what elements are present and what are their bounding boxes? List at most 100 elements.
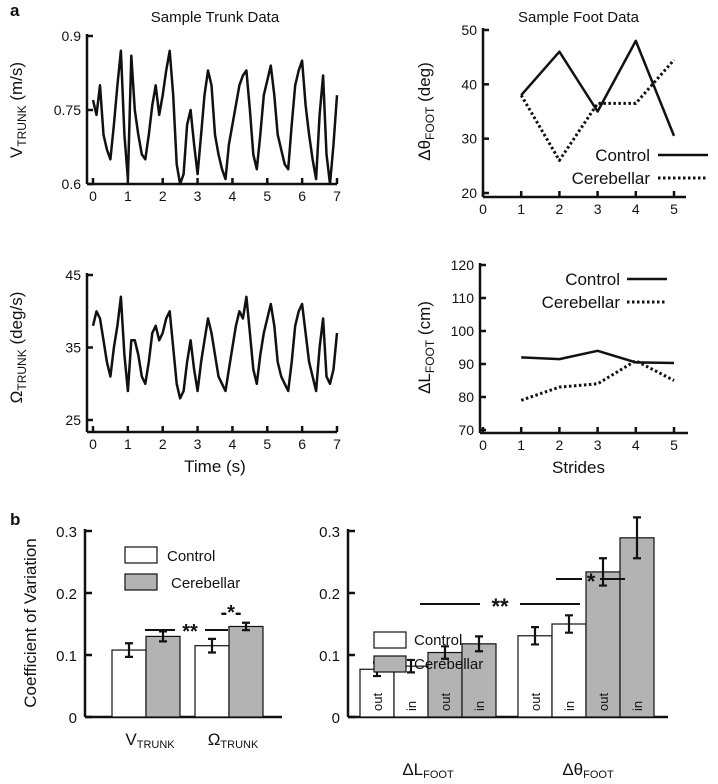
bar-label-out: out [370, 693, 385, 711]
legend-label-control: Control [595, 146, 650, 165]
y-tick-label: 0.6 [62, 176, 82, 192]
x-tick-label: 1 [124, 188, 132, 204]
y-label-sub: FOOT [423, 339, 437, 373]
y-axis-label: ΩTRUNK (deg/s) [7, 292, 29, 404]
bar-label-in: in [404, 701, 419, 711]
bar-label-out: out [438, 693, 453, 711]
error-bar [159, 630, 167, 643]
control-bar [359, 668, 395, 718]
x-tick-label: 2 [159, 436, 167, 452]
legend-swatch-cerebellar [373, 655, 407, 673]
error-bar [407, 658, 415, 674]
trunk-signal-line [91, 49, 339, 186]
y-label-unit: (m/s) [7, 62, 26, 105]
group-label-main: Δθ [562, 760, 583, 779]
x-axis-label: Strides [552, 458, 605, 477]
x-tick-label: 6 [298, 436, 306, 452]
panel-label-a: a [10, 1, 20, 20]
legend-label-control: Control [414, 632, 462, 649]
y-label-main: V [7, 146, 26, 158]
x-tick-label: 1 [517, 437, 525, 453]
group-label-sub: TRUNK [220, 739, 259, 751]
cerebellar-line [520, 359, 675, 402]
y-label-main: ΔL [415, 373, 434, 394]
x-tick-label: 6 [298, 188, 306, 204]
y-tick-label: 20 [461, 185, 477, 201]
cerebellar-bar [145, 635, 181, 718]
significance-marker: -*- [220, 602, 241, 624]
legend-swatch-control [124, 546, 158, 564]
error-bar [565, 614, 573, 634]
y-tick-label: 30 [461, 131, 477, 147]
y-label-unit: (deg/s) [7, 292, 26, 350]
x-tick-label: 3 [194, 188, 202, 204]
y-label-unit: (deg) [415, 62, 434, 106]
y-tick-label: 40 [461, 76, 477, 92]
x-tick-label: 3 [194, 436, 202, 452]
cerebellar-bar [585, 571, 621, 718]
control-bar [111, 649, 147, 718]
cerebellar-bar [461, 643, 497, 718]
significance-marker: ** [491, 594, 509, 619]
error-bar [242, 621, 250, 632]
x-tick-label: 5 [670, 201, 678, 217]
y-tick-label: 35 [65, 340, 81, 356]
y-tick-label: 25 [65, 412, 81, 428]
x-tick-label: 4 [229, 436, 237, 452]
group-label-main: ΔL [402, 760, 423, 779]
y-tick-label: 0.2 [319, 586, 340, 603]
y-tick-label: 0.3 [319, 524, 340, 541]
group-label-main: V [125, 730, 137, 749]
bar-label-in: in [630, 701, 645, 711]
x-tick-label: 0 [479, 201, 487, 217]
legend-label-cerebellar: Cerebellar [572, 169, 651, 188]
legend-swatch-cerebellar [124, 573, 158, 591]
y-tick-label: 45 [65, 267, 81, 283]
x-tick-label: 2 [556, 437, 564, 453]
y-tick-label: 0 [332, 710, 340, 727]
chart-title: Sample Trunk Data [151, 9, 280, 26]
y-tick-label: 120 [451, 257, 475, 273]
y-label-unit: (cm) [415, 301, 434, 340]
legend-label-cerebellar: Cerebellar [414, 656, 483, 673]
error-bar [441, 645, 449, 660]
error-bar [475, 635, 483, 653]
y-label-main: Ω [7, 391, 26, 404]
significance-marker: * [587, 569, 596, 594]
y-tick-label: 0.1 [56, 648, 77, 665]
x-tick-label: 4 [632, 201, 640, 217]
trunk-signal-line [91, 295, 339, 400]
panel-label-b: b [10, 510, 20, 529]
x-tick-label: 5 [263, 188, 271, 204]
group-label: ΩTRUNK [208, 730, 259, 751]
y-tick-label: 0.9 [62, 28, 82, 44]
x-tick-label: 1 [517, 201, 525, 217]
y-axis-label: VTRUNK (m/s) [7, 62, 29, 158]
y-label-main: Δθ [415, 140, 434, 161]
significance-marker: ** [182, 621, 198, 643]
chart-title: Sample Foot Data [518, 9, 640, 26]
legend-label-cerebellar: Cerebellar [171, 575, 240, 592]
y-axis-label: ΔθFOOT (deg) [415, 62, 437, 161]
y-tick-label: 0 [69, 710, 77, 727]
y-tick-label: 0.75 [54, 102, 81, 118]
group-label-main: Ω [208, 730, 221, 749]
cerebellar-bar [619, 537, 655, 718]
y-tick-label: 110 [452, 290, 475, 306]
group-label-sub: FOOT [583, 769, 614, 781]
x-tick-label: 3 [594, 437, 602, 453]
y-tick-label: 90 [458, 356, 474, 372]
y-tick-label: 50 [461, 22, 477, 38]
error-bar [633, 516, 641, 560]
x-tick-label: 5 [263, 436, 271, 452]
y-label-sub: TRUNK [15, 105, 29, 146]
bar-label-in: in [562, 701, 577, 711]
group-label-sub: TRUNK [137, 739, 176, 751]
error-bar [599, 557, 607, 587]
group-label: VTRUNK [125, 730, 175, 751]
y-label-sub: TRUNK [15, 349, 29, 390]
x-tick-label: 2 [159, 188, 167, 204]
error-bar [125, 642, 133, 658]
legend-swatch-control [373, 631, 407, 649]
y-tick-label: 0.2 [56, 586, 77, 603]
